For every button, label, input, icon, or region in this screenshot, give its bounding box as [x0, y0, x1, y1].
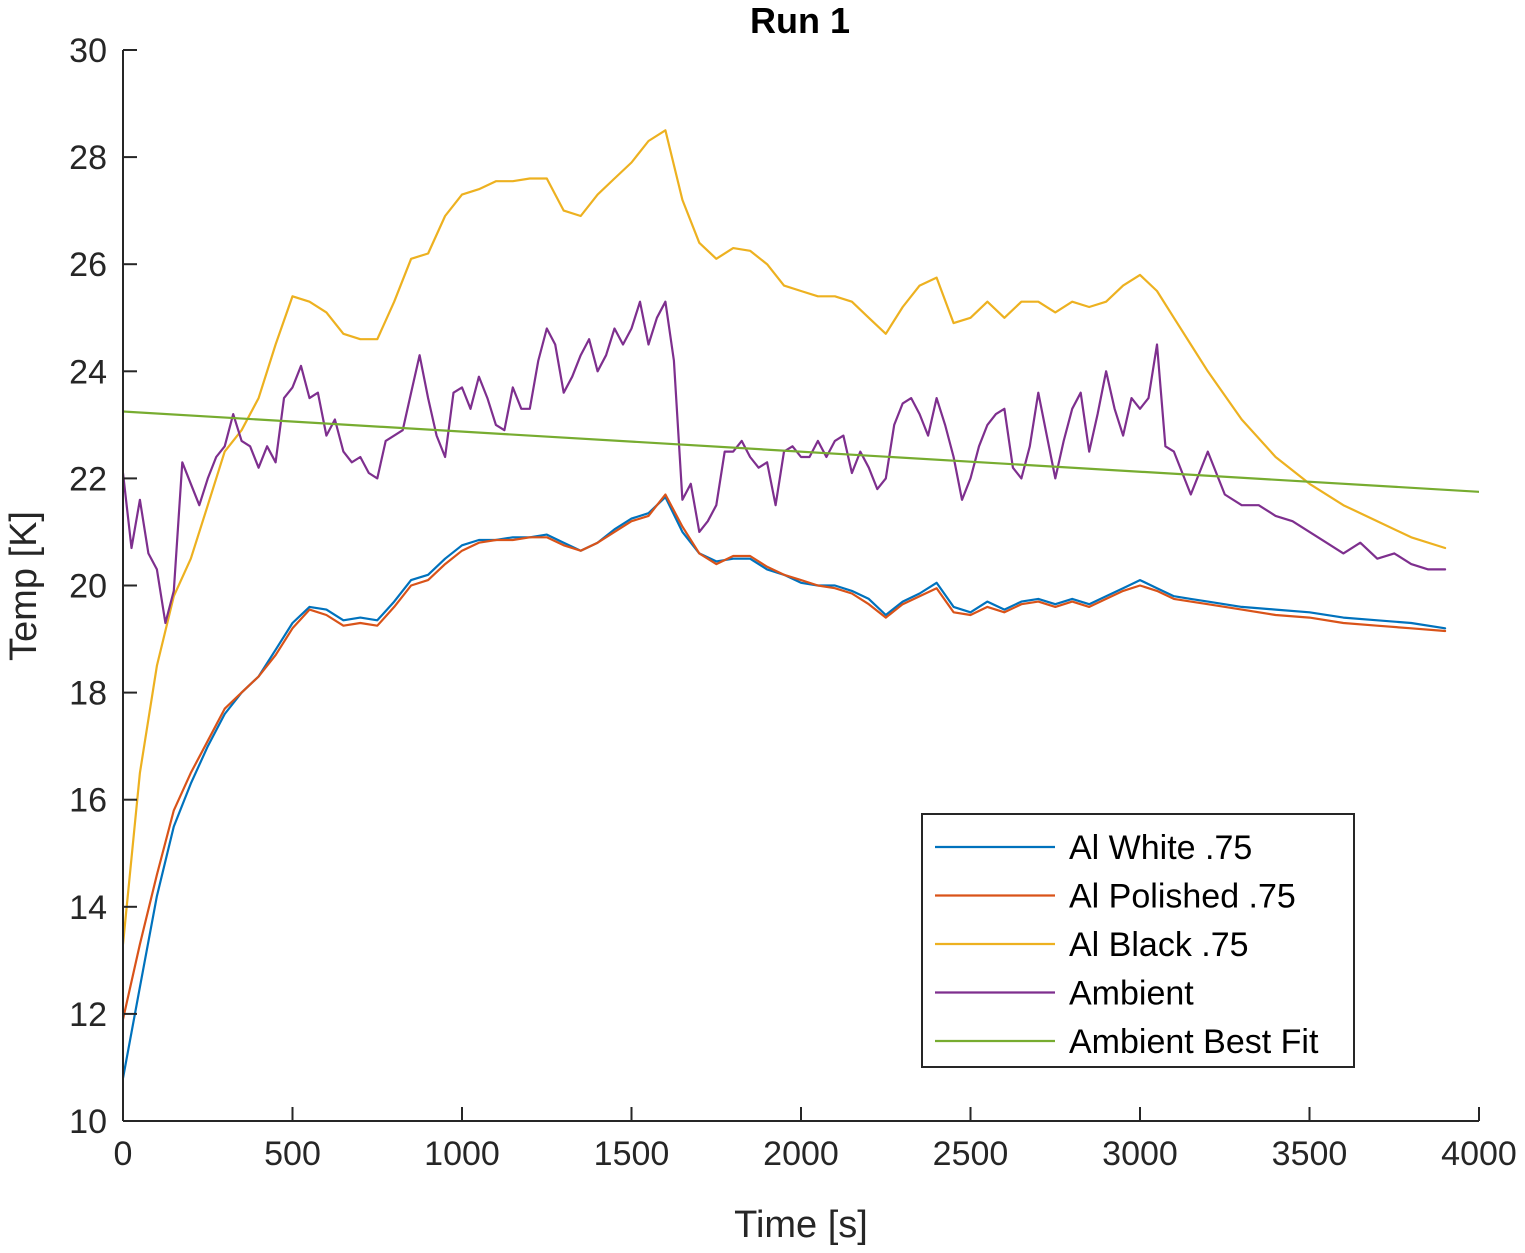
x-tick-label: 3500: [1272, 1135, 1348, 1173]
legend-label-al-white-75: Al White .75: [1069, 829, 1252, 867]
x-axis-ticks: 0 500 1000 1500 2000 2500 3000 3500 4000: [114, 1107, 1517, 1173]
legend-items: Al White .75 Al Polished .75 Al Black .75 A…: [935, 829, 1319, 1061]
y-tick-label: 18: [69, 675, 107, 713]
series-group: [123, 129, 1479, 1080]
x-tick-label: 4000: [1441, 1135, 1517, 1173]
y-tick-label: 26: [69, 246, 107, 284]
series-line-ambient-best-fit: [123, 410, 1479, 493]
series-line-al-black-75: [123, 129, 1447, 946]
y-tick-label: 14: [69, 889, 107, 927]
y-tick-label: 16: [69, 782, 107, 820]
legend-label-al-polished-75: Al Polished .75: [1069, 878, 1296, 916]
legend: Al White .75 Al Polished .75 Al Black .75 A…: [921, 813, 1355, 1068]
series-line-ambient: [123, 300, 1447, 625]
y-tick-label: 24: [69, 353, 107, 391]
chart-title: Run 1: [750, 0, 850, 41]
y-axis-label: Temp [K]: [3, 511, 45, 661]
plot-area: 0 500 1000 1500 2000 2500 3000 3500 4000 1012141…: [69, 32, 1517, 1173]
series-line-al-polished-75: [123, 493, 1447, 1021]
x-tick-label: 500: [264, 1135, 321, 1173]
y-tick-label: 10: [69, 1103, 107, 1141]
x-tick-label: 2000: [763, 1135, 839, 1173]
y-tick-label: 20: [69, 568, 107, 606]
legend-label-ambient: Ambient: [1069, 975, 1194, 1013]
y-tick-label: 12: [69, 996, 107, 1034]
y-tick-label: 28: [69, 139, 107, 177]
x-tick-label: 1500: [594, 1135, 670, 1173]
x-tick-label: 2500: [933, 1135, 1009, 1173]
x-tick-label: 1000: [424, 1135, 500, 1173]
x-tick-label: 3000: [1102, 1135, 1178, 1173]
x-axis-label: Time [s]: [734, 1204, 868, 1246]
y-axis-ticks: 10 12 14 16 18 20 22 24 26 28 30: [69, 32, 137, 1141]
legend-label-ambient-best-fit: Ambient Best Fit: [1069, 1023, 1319, 1061]
y-tick-label: 22: [69, 460, 107, 498]
y-tick-label: 30: [69, 32, 107, 70]
legend-label-al-black-75: Al Black .75: [1069, 926, 1249, 964]
legend-box: [921, 813, 1355, 1068]
x-tick-label: 0: [114, 1135, 133, 1173]
